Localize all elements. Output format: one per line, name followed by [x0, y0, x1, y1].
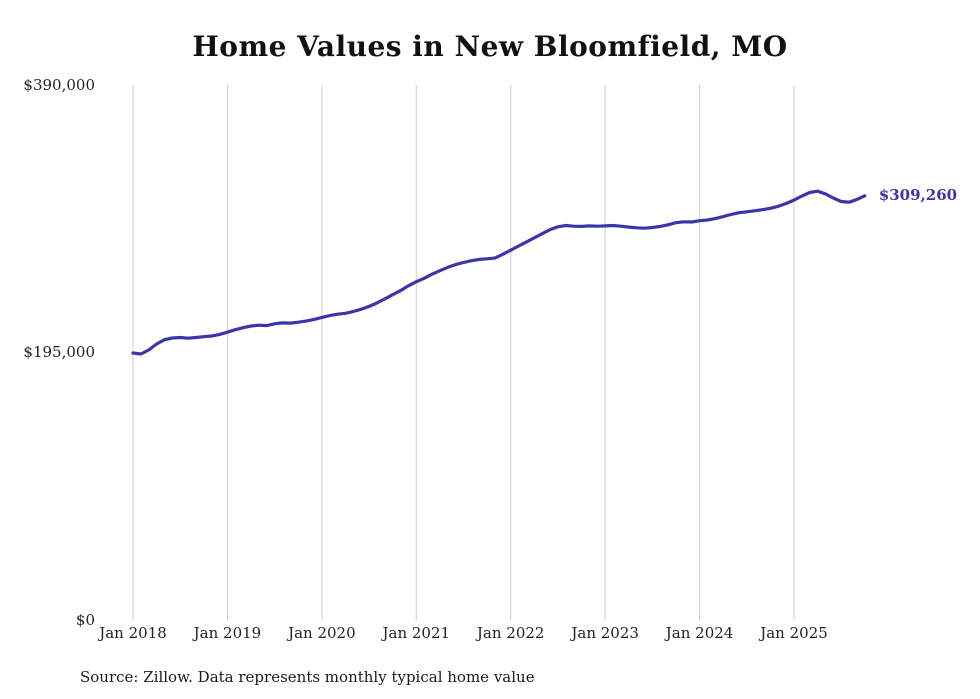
source-note: Source: Zillow. Data represents monthly …: [80, 668, 535, 686]
x-axis-tick-jan-2020: Jan 2020: [288, 624, 356, 642]
current-value-label: $309,260: [878, 185, 958, 204]
x-axis-tick-jan-2023: Jan 2023: [571, 624, 639, 642]
x-axis-tick-jan-2018: Jan 2018: [99, 624, 167, 642]
x-axis-tick-jan-2025: Jan 2025: [760, 624, 828, 642]
x-axis-tick-jan-2021: Jan 2021: [382, 624, 451, 642]
x-axis-tick-jan-2022: Jan 2022: [476, 624, 545, 642]
y-axis-tick-390000: $390,000: [23, 76, 95, 94]
chart-title: Home Values in New Bloomfield, MO: [192, 30, 788, 63]
home-value-line-series: [131, 189, 867, 356]
x-axis-tick-jan-2019: Jan 2019: [193, 624, 262, 642]
x-axis-tick-jan-2024: Jan 2024: [665, 624, 734, 642]
y-axis-tick-195000: $195,000: [23, 343, 95, 361]
y-axis-tick-0: $0: [75, 611, 95, 629]
